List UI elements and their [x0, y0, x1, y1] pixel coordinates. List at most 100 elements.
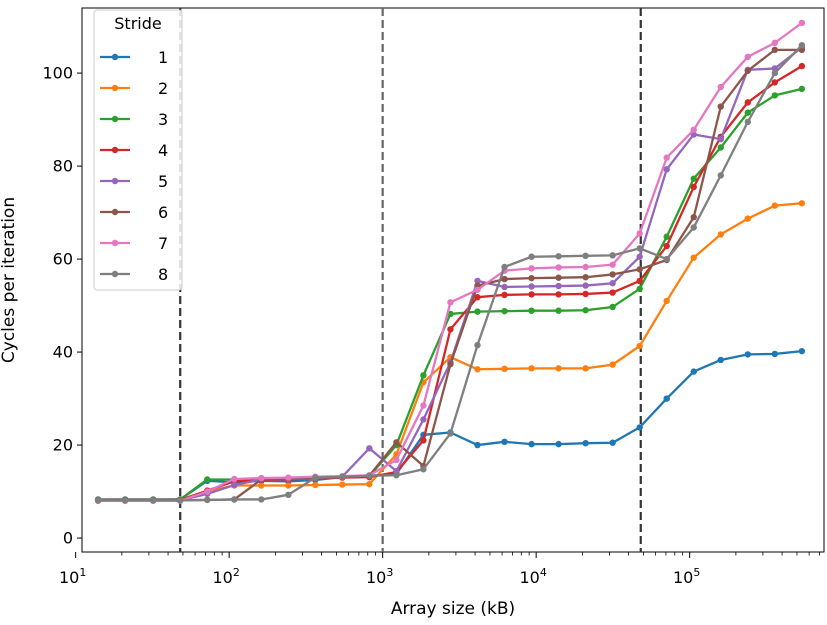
- data-point: [609, 439, 616, 446]
- legend-marker: [111, 84, 119, 92]
- plot-area: [81, 7, 825, 553]
- data-point: [339, 481, 346, 488]
- data-point: [744, 99, 752, 106]
- legend-marker: [111, 208, 119, 216]
- data-point: [501, 365, 508, 373]
- legend-frame: [93, 9, 183, 291]
- legend-entry-6: 6: [100, 203, 168, 222]
- data-point: [798, 347, 806, 355]
- data-point: [636, 266, 643, 273]
- data-point: [609, 252, 616, 259]
- data-point: [744, 118, 752, 126]
- data-point: [663, 154, 670, 161]
- data-point: [447, 326, 454, 333]
- y-tick-label: 80: [53, 157, 73, 176]
- data-point: [420, 437, 427, 444]
- y-tick-label: 100: [42, 64, 73, 83]
- data-point: [555, 264, 562, 271]
- series-line: [98, 21, 803, 503]
- reference-lines: [179, 8, 642, 552]
- series-1: [94, 347, 806, 503]
- data-point: [744, 215, 752, 222]
- legend-label: 3: [158, 110, 168, 129]
- data-point: [312, 474, 319, 481]
- y-axis-label: Cycles per iteration: [0, 197, 19, 363]
- series-2: [94, 200, 806, 504]
- data-point: [663, 242, 670, 250]
- data-point: [555, 440, 562, 448]
- data-point: [555, 291, 562, 298]
- data-point: [771, 46, 779, 54]
- data-point: [690, 175, 697, 182]
- data-point: [528, 440, 535, 448]
- series-line: [98, 87, 803, 502]
- x-tick-label: 101: [59, 566, 86, 587]
- data-point: [555, 365, 562, 372]
- data-point: [501, 263, 508, 271]
- data-point: [609, 289, 616, 296]
- data-point: [149, 497, 157, 504]
- data-point: [744, 67, 752, 74]
- data-point: [339, 473, 346, 480]
- series-line: [98, 202, 802, 502]
- data-point: [393, 472, 400, 479]
- data-point: [231, 496, 238, 503]
- data-point: [285, 491, 292, 499]
- data-point: [771, 92, 779, 99]
- data-point: [420, 402, 427, 409]
- data-point: [528, 365, 535, 372]
- data-point: [366, 445, 373, 452]
- data-point: [690, 214, 697, 221]
- data-point: [690, 126, 697, 134]
- data-point: [555, 253, 562, 260]
- data-point: [771, 39, 779, 47]
- legend-marker: [111, 239, 119, 247]
- legend: Stride 1 2 3 4 5 6 7 8: [93, 9, 183, 291]
- series-3: [94, 85, 806, 504]
- data-point: [474, 277, 481, 285]
- data-point: [94, 497, 102, 504]
- legend-entry-8: 8: [100, 265, 168, 284]
- data-point: [366, 480, 373, 488]
- y-tick-label: 40: [53, 343, 73, 362]
- data-point: [609, 261, 616, 268]
- legend-entry-7: 7: [100, 234, 168, 253]
- data-point: [771, 69, 779, 77]
- data-point: [717, 135, 724, 143]
- data-point: [366, 472, 373, 479]
- data-point: [501, 275, 508, 283]
- data-point: [528, 274, 535, 282]
- data-point: [771, 79, 779, 86]
- data-point: [582, 290, 589, 298]
- data-point: [474, 366, 481, 373]
- data-point: [798, 41, 806, 49]
- data-point: [582, 274, 589, 281]
- data-point: [501, 283, 508, 291]
- data-point: [663, 297, 670, 305]
- data-point: [717, 103, 724, 110]
- x-tick-label: 102: [212, 566, 239, 587]
- legend-marker: [111, 53, 119, 61]
- data-point: [636, 342, 643, 350]
- data-point: [636, 245, 643, 252]
- data-point: [528, 265, 535, 272]
- legend-marker: [111, 270, 119, 278]
- data-point: [636, 285, 643, 293]
- data-point: [690, 368, 697, 375]
- x-tick-label: 105: [673, 566, 700, 587]
- data-point: [474, 308, 481, 315]
- legend-entry-2: 2: [100, 79, 168, 98]
- data-point: [474, 294, 481, 301]
- series-4: [94, 62, 806, 504]
- y-tick-label: 0: [63, 529, 73, 548]
- data-point: [690, 224, 697, 231]
- legend-label: 8: [158, 265, 168, 284]
- data-point: [771, 202, 779, 209]
- data-point: [744, 53, 752, 61]
- legend-title: Stride: [114, 14, 161, 33]
- data-point: [663, 233, 670, 240]
- data-point: [204, 496, 211, 504]
- data-point: [258, 482, 265, 489]
- data-point: [501, 307, 508, 315]
